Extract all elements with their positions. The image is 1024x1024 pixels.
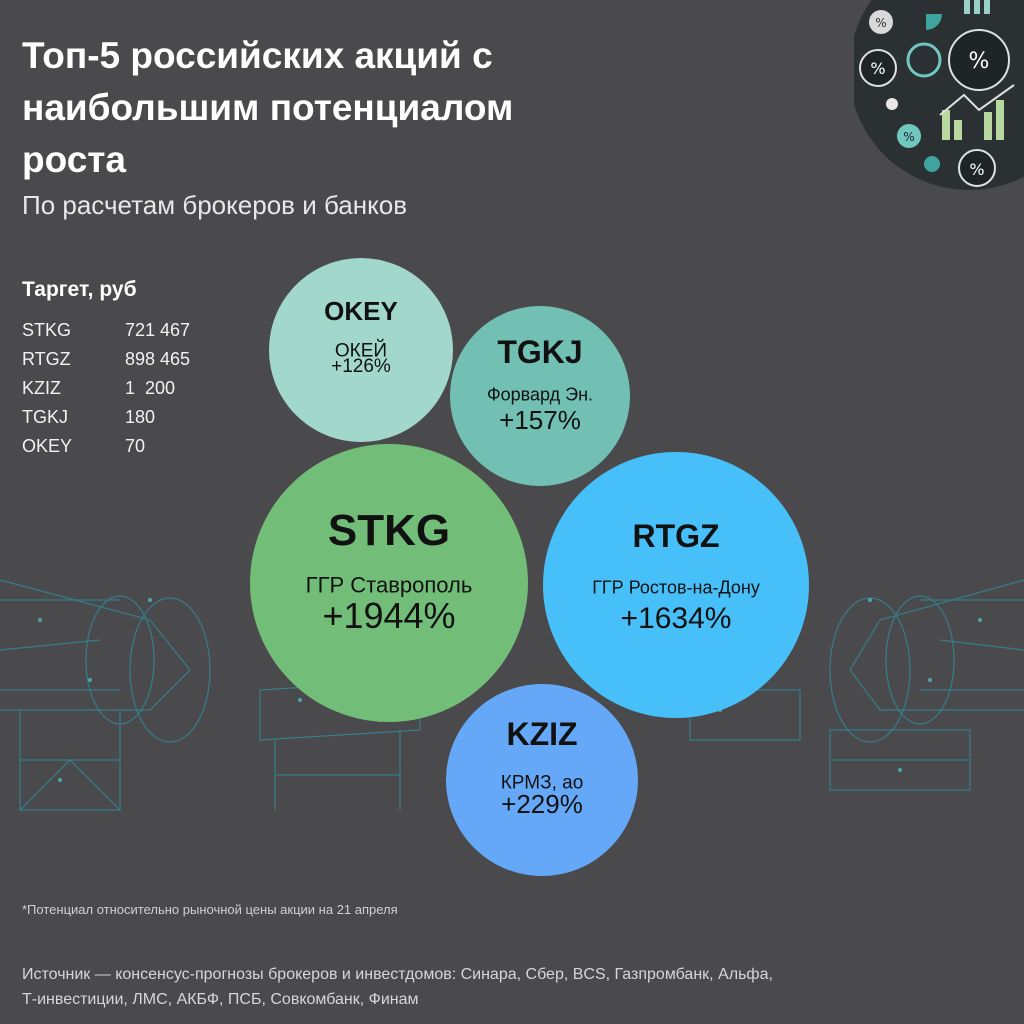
source-line: Источник — консенсус-прогнозы брокеров и… — [22, 966, 773, 983]
page-subtitle: По расчетам брокеров и банков — [22, 190, 408, 220]
footnote: *Потенциал относительно рыночной цены ак… — [22, 902, 398, 917]
target-ticker: OKEY — [22, 436, 73, 456]
bubble-ticker: TGKJ — [497, 334, 582, 370]
bubble-value: +1634% — [621, 602, 732, 635]
bubble-value: +229% — [501, 789, 583, 819]
bubble-ticker: OKEY — [324, 296, 398, 326]
bubble-ticker: RTGZ — [632, 518, 719, 554]
bubble-value: +126% — [331, 356, 391, 377]
corner-infographic-icon: % % % % % — [854, 0, 1024, 190]
svg-text:%: % — [903, 130, 914, 144]
svg-text:%: % — [875, 16, 886, 30]
target-value: 898 465 — [125, 349, 191, 369]
bubble-ticker: STKG — [328, 506, 450, 555]
pipeline-background — [0, 579, 1024, 811]
bubble-ticker: KZIZ — [506, 716, 577, 752]
bubble-company: ГГР Ростов-на-Дону — [592, 577, 760, 597]
bubble-circle — [543, 452, 809, 718]
svg-text:%: % — [870, 59, 885, 78]
bubble-tgkj: TGKJ Форвард Эн.+157% — [450, 306, 630, 486]
targets-title: Таргет, руб — [22, 278, 137, 301]
target-value: 1 200 — [125, 378, 176, 398]
bubble-company: Форвард Эн. — [487, 384, 593, 404]
target-value: 721 467 — [125, 320, 191, 340]
target-ticker: RTGZ — [22, 349, 71, 369]
target-row: KZIZ 1 200 — [22, 374, 190, 403]
bubble-stkg: STKG ГГР Ставрополь+1944% — [250, 444, 528, 722]
bubble-company: КРМЗ, ао — [501, 773, 584, 794]
bubble-value: +157% — [499, 405, 581, 435]
bubble-value: +1944% — [322, 595, 455, 636]
source-note: Источник — консенсус-прогнозы брокеров и… — [22, 962, 982, 1012]
target-row: STKG 721 467 — [22, 316, 190, 345]
bubble-circle — [450, 306, 630, 486]
target-row: TGKJ 180 — [22, 403, 190, 432]
bubble-okey: OKEY ОКЕЙ+126% — [269, 258, 453, 442]
targets-table: Таргет, руб STKG 721 467 RTGZ 898 465 KZIZ… — [22, 278, 190, 461]
svg-text:%: % — [969, 160, 984, 179]
bubble-circle — [250, 444, 528, 722]
bubble-kziz: KZIZ КРМЗ, ао+229% — [446, 684, 638, 876]
target-ticker: TGKJ — [22, 407, 69, 427]
target-ticker: STKG — [22, 320, 72, 340]
bubble-company: ОКЕЙ — [335, 340, 387, 362]
source-line: Т-инвестиции, ЛМС, АКБФ, ПСБ, Совкомбанк… — [22, 991, 419, 1008]
target-value: 70 — [125, 436, 146, 456]
page-title: Топ-5 российских акций с наибольшим поте… — [22, 35, 514, 180]
target-row: RTGZ 898 465 — [22, 345, 190, 374]
bubble-circle — [446, 684, 638, 876]
bubble-circle — [269, 258, 453, 442]
bubble-company: ГГР Ставрополь — [306, 573, 473, 598]
target-row: OKEY 70 — [22, 432, 190, 461]
svg-text:%: % — [969, 49, 990, 74]
bubble-rtgz: RTGZ ГГР Ростов-на-Дону +1634% — [543, 452, 809, 718]
target-value: 180 — [125, 407, 156, 427]
target-ticker: KZIZ — [22, 378, 61, 398]
